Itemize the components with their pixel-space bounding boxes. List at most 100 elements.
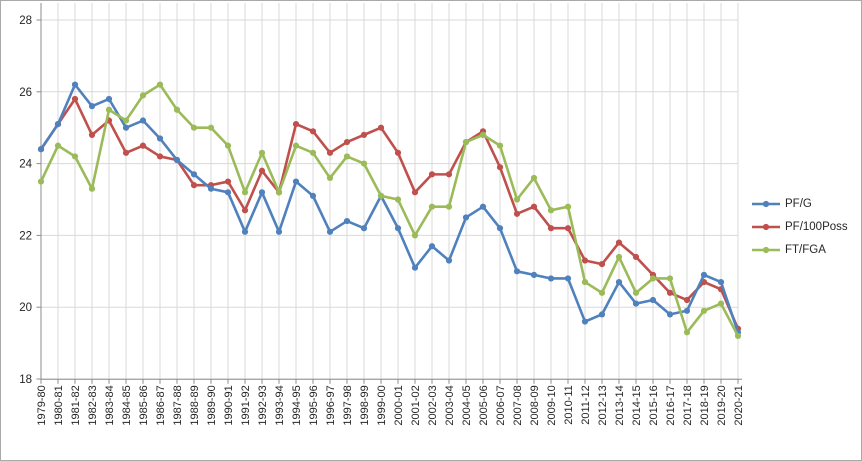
x-axis-tick-label: 2004-05 [461, 385, 473, 425]
x-axis-tick-label: 2012-13 [597, 385, 609, 425]
data-point-pf-g [71, 81, 79, 88]
data-point-pf-g [343, 217, 351, 225]
data-point-pf-g [173, 156, 181, 164]
x-axis-tick-label: 2010-11 [563, 385, 575, 425]
x-axis-tick-label: 1994-95 [291, 385, 303, 425]
x-axis-tick-label: 2019-20 [716, 385, 728, 425]
data-point-ft-fga [666, 275, 674, 282]
data-point-pf-g [530, 271, 538, 278]
data-point-pf-g [258, 189, 266, 196]
data-point-pf-100poss [411, 189, 419, 196]
data-point-pf-100poss [139, 142, 147, 149]
data-point-pf-100poss [71, 95, 79, 103]
data-point-ft-fga [734, 332, 742, 340]
data-point-pf-100poss [377, 124, 385, 131]
data-point-pf-g [513, 268, 521, 275]
y-axis-tick-label: 18 [19, 374, 32, 386]
data-point-ft-fga [632, 289, 640, 296]
x-axis-tick-label: 1998-99 [359, 385, 371, 425]
x-axis-tick-label: 1999-00 [376, 385, 388, 425]
data-point-pf-100poss [615, 239, 623, 246]
data-point-pf-g [462, 214, 470, 221]
legend-marker-pf-g-icon [752, 200, 780, 207]
data-point-ft-fga [54, 142, 62, 149]
data-point-pf-g [615, 278, 623, 286]
x-axis-tick-label: 1981-82 [70, 385, 82, 425]
data-point-pf-100poss [394, 149, 402, 156]
data-point-ft-fga [513, 196, 521, 203]
data-point-pf-100poss [683, 296, 691, 304]
data-point-pf-g [224, 189, 232, 196]
data-point-ft-fga [37, 178, 45, 185]
x-axis-tick-label: 2020-21 [733, 385, 745, 425]
data-point-pf-g [122, 124, 130, 131]
data-point-ft-fga [377, 192, 385, 200]
data-point-pf-g [309, 192, 317, 200]
data-point-pf-g [275, 228, 283, 235]
data-point-ft-fga [105, 106, 113, 113]
data-point-pf-g [632, 300, 640, 307]
data-point-ft-fga [445, 203, 453, 210]
data-point-pf-g [598, 311, 606, 318]
data-point-pf-g [666, 311, 674, 318]
data-point-ft-fga [207, 124, 215, 131]
data-point-ft-fga [479, 131, 487, 138]
data-point-pf-100poss [88, 131, 96, 138]
data-point-pf-100poss [530, 203, 538, 210]
data-point-ft-fga [496, 142, 504, 149]
data-point-pf-g [649, 296, 657, 304]
x-axis-tick-label: 1986-87 [155, 385, 167, 425]
x-axis-tick-label: 2014-15 [631, 385, 643, 425]
data-point-pf-100poss [241, 207, 249, 214]
data-point-pf-g [496, 225, 504, 232]
data-point-pf-100poss [564, 225, 572, 232]
data-point-ft-fga [564, 203, 572, 210]
x-axis-tick-label: 2008-09 [529, 385, 541, 425]
x-axis-tick-label: 1979-80 [36, 385, 48, 425]
legend-item-pf-g: PF/G [751, 195, 848, 212]
series-line-pf-100poss [39, 97, 740, 331]
legend-marker-ft-fga-icon [752, 246, 780, 253]
data-point-ft-fga [173, 106, 181, 113]
series-line-pf-g [39, 83, 740, 334]
y-axis-tick-label: 24 [19, 159, 32, 171]
data-point-pf-100poss [666, 289, 674, 296]
data-point-ft-fga [598, 289, 606, 296]
legend-item-ft-fga: FT/FGA [751, 241, 848, 258]
data-point-ft-fga [615, 253, 623, 261]
x-axis-tick-label: 2000-01 [393, 385, 405, 425]
data-point-ft-fga [530, 174, 538, 182]
data-point-ft-fga [326, 174, 334, 182]
data-point-ft-fga [156, 81, 164, 88]
data-point-pf-100poss [224, 178, 232, 185]
data-point-ft-fga [71, 153, 79, 160]
data-point-ft-fga [309, 149, 317, 156]
legend-item-pf-100poss: PF/100Poss [751, 218, 848, 235]
data-point-pf-100poss [445, 171, 453, 178]
data-point-pf-100poss [547, 225, 555, 232]
data-point-pf-100poss [190, 182, 198, 189]
data-point-pf-100poss [309, 128, 317, 135]
data-point-ft-fga [88, 185, 96, 192]
y-axis-tick-label: 22 [19, 230, 32, 242]
data-point-pf-100poss [360, 131, 368, 138]
data-point-pf-g [139, 117, 147, 124]
data-point-pf-g [88, 103, 96, 110]
data-point-ft-fga [717, 300, 725, 307]
x-axis-tick-label: 2001-02 [410, 385, 422, 425]
x-axis-tick-label: 2013-14 [614, 385, 626, 425]
data-point-pf-g [207, 185, 215, 192]
x-axis-tick-label: 1980-81 [53, 385, 65, 425]
x-axis-tick-label: 2015-16 [648, 385, 660, 425]
x-axis-tick-label: 1992-93 [257, 385, 269, 425]
data-point-ft-fga [258, 149, 266, 156]
data-point-pf-g [717, 278, 725, 286]
legend-label-pf-100poss: PF/100Poss [785, 220, 848, 233]
data-point-pf-g [156, 135, 164, 142]
x-axis-tick-label: 1995-96 [308, 385, 320, 425]
data-point-pf-g [581, 318, 589, 325]
x-axis-tick-label: 1985-86 [138, 385, 150, 425]
x-axis-tick-label: 1988-89 [189, 385, 201, 425]
data-point-ft-fga [224, 142, 232, 149]
